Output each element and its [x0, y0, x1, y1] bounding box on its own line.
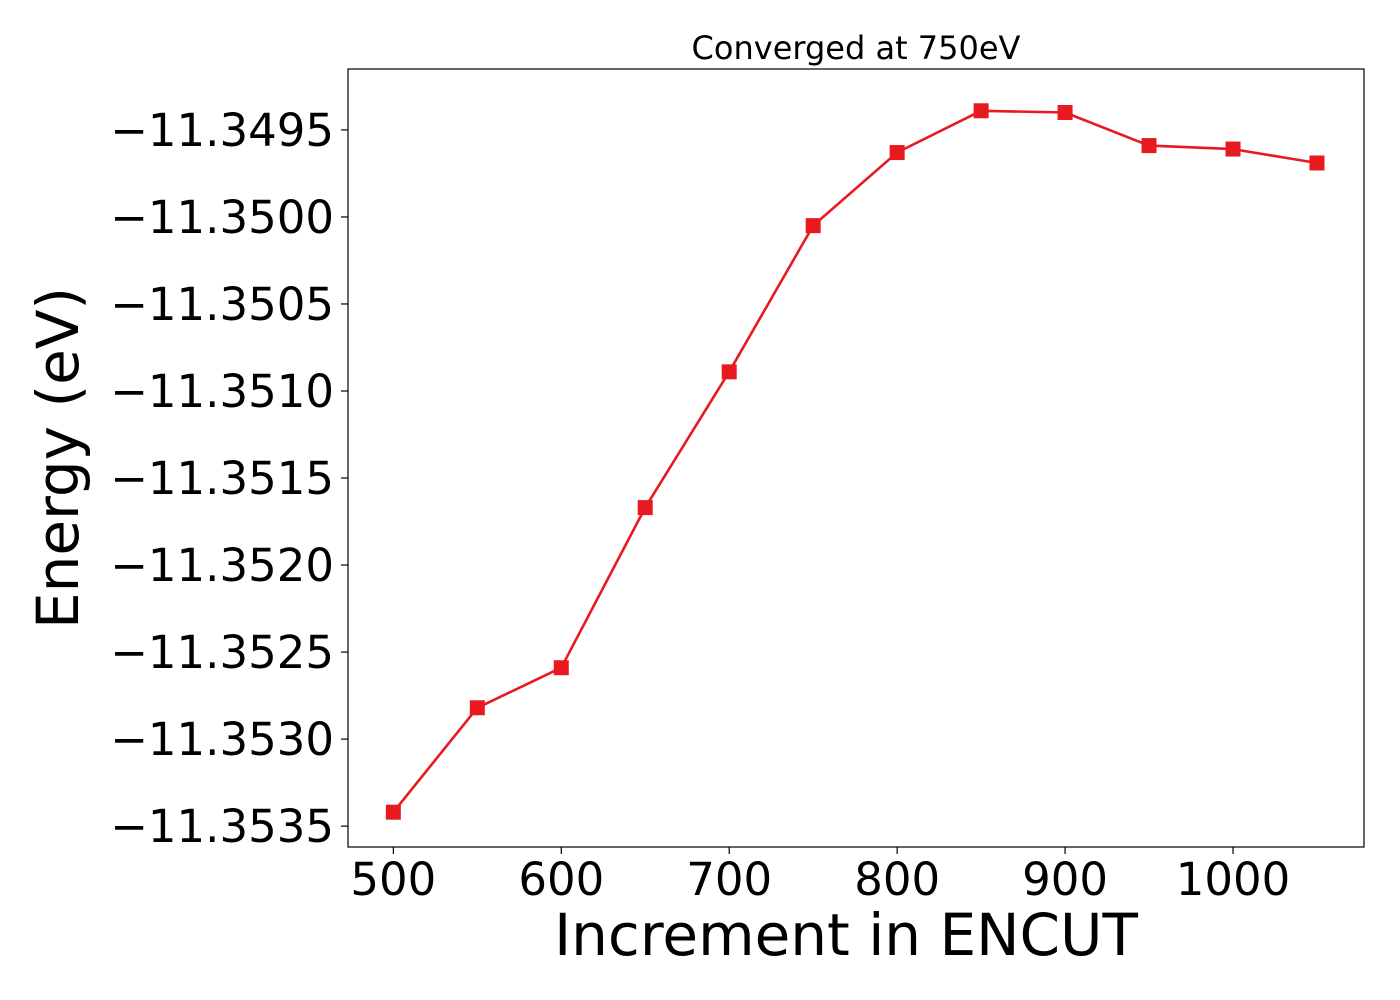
data-point-marker	[721, 364, 737, 380]
data-point-marker	[973, 103, 989, 119]
y-tick-label: −11.3535	[110, 800, 334, 853]
x-axis-ticks: 500 600 700 800 900 1000	[350, 847, 1290, 906]
y-axis-ticks: −11.3535 −11.3530 −11.3525 −11.3520 −11.3515…	[110, 104, 348, 853]
x-axis-label: Increment in ENCUT	[554, 901, 1138, 969]
data-point-marker	[637, 500, 653, 516]
data-point-marker	[1309, 155, 1325, 171]
chart-title: Converged at 750eV	[692, 29, 1021, 67]
y-tick-label: −11.3520	[110, 539, 334, 592]
y-tick-label: −11.3500	[110, 191, 334, 244]
data-point-marker	[1057, 105, 1073, 121]
y-tick-label: −11.3510	[110, 365, 334, 418]
data-point-marker	[385, 804, 401, 820]
y-tick-label: −11.3530	[110, 713, 334, 766]
series-line	[392, 109, 1318, 814]
y-tick-label: −11.3515	[110, 452, 334, 505]
data-series	[385, 103, 1325, 820]
y-tick-label: −11.3525	[110, 626, 334, 679]
y-tick-label: −11.3495	[110, 104, 334, 157]
x-tick-label: 500	[350, 853, 436, 906]
plot-area-frame	[347, 68, 1365, 848]
data-point-marker	[1225, 141, 1241, 157]
data-point-marker	[553, 660, 569, 676]
y-axis-label: Energy (eV)	[24, 287, 92, 629]
x-tick-label: 600	[518, 853, 604, 906]
data-point-marker	[469, 700, 485, 716]
x-tick-label: 800	[854, 853, 940, 906]
x-tick-label: 700	[686, 853, 772, 906]
x-tick-label: 900	[1022, 853, 1108, 906]
data-point-marker	[805, 218, 821, 234]
data-point-marker	[889, 145, 905, 161]
x-tick-label: 1000	[1176, 853, 1291, 906]
data-point-marker	[1141, 138, 1157, 154]
y-tick-label: −11.3505	[110, 278, 334, 331]
